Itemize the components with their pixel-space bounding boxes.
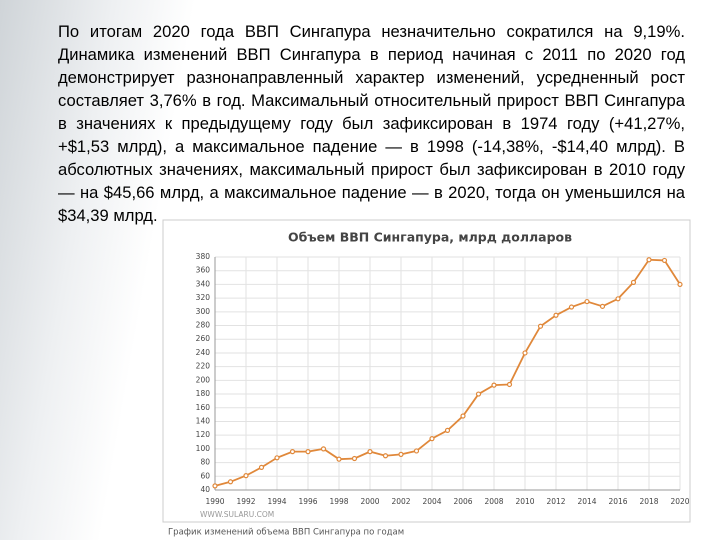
point (258, 464, 265, 470)
y-tick-label: 360 (196, 266, 211, 275)
point (537, 323, 544, 329)
x-tick-label: 2006 (453, 497, 472, 506)
point (553, 312, 559, 318)
y-tick-label: 240 (196, 348, 211, 357)
point (630, 279, 637, 285)
y-tick-label: 320 (196, 293, 211, 302)
y-tick-label: 200 (196, 375, 211, 384)
point (506, 381, 513, 388)
x-tick-label: 1996 (298, 497, 317, 506)
y-tick-label: 300 (196, 307, 211, 316)
point (661, 257, 668, 264)
point (646, 257, 652, 263)
x-tick-label: 2002 (391, 497, 410, 506)
x-tick-label: 2000 (360, 497, 379, 506)
x-tick-label: 1998 (329, 497, 348, 506)
x-tick-label: 2016 (608, 497, 627, 506)
point (491, 382, 497, 388)
x-tick-label: 1994 (267, 497, 286, 506)
y-tick-label: 220 (196, 362, 211, 371)
point (320, 446, 327, 452)
x-tick-label: 2014 (577, 497, 596, 506)
point (444, 427, 451, 433)
x-tick-label: 2018 (639, 497, 658, 506)
point (615, 296, 621, 302)
point (382, 453, 389, 459)
point (568, 304, 575, 310)
point (413, 448, 420, 454)
point (305, 449, 311, 455)
y-tick-label: 340 (196, 279, 211, 288)
x-tick-label: 1992 (236, 497, 255, 506)
point (274, 455, 280, 461)
point (336, 456, 342, 462)
y-tick-label: 60 (200, 471, 210, 480)
point (289, 449, 296, 455)
point (243, 473, 249, 479)
x-tick-label: 2020 (670, 497, 689, 506)
x-tick-label: 2012 (546, 497, 565, 506)
x-tick-label: 2010 (515, 497, 534, 506)
point (212, 483, 218, 489)
point (398, 451, 404, 457)
chart-title: Объем ВВП Сингапура, млрд долларов (288, 230, 572, 245)
y-tick-label: 160 (196, 403, 211, 412)
y-tick-label: 80 (200, 458, 210, 467)
y-tick-label: 140 (196, 416, 211, 425)
point (584, 298, 590, 305)
point (522, 350, 528, 356)
y-tick-label: 180 (196, 389, 211, 398)
x-tick-label: 2008 (484, 497, 503, 506)
point (367, 449, 373, 455)
point (429, 436, 435, 442)
x-tick-label: 2004 (422, 497, 441, 506)
y-tick-label: 100 (196, 444, 211, 453)
y-tick-label: 40 (200, 485, 210, 494)
y-tick-label: 280 (196, 321, 211, 330)
caption: График изменений объема ВВП Сингапура по… (168, 528, 404, 538)
y-tick-label: 260 (196, 334, 211, 343)
point (475, 391, 482, 397)
y-tick-label: 120 (196, 430, 211, 439)
point (677, 281, 683, 288)
x-tick-label: 1990 (205, 497, 224, 506)
paragraph: По итогам 2020 года ВВП Сингапура незнач… (58, 22, 685, 225)
y-tick-label: 380 (196, 252, 211, 261)
point (599, 303, 606, 309)
point (460, 413, 466, 419)
watermark: WWW.SULARU.COM (200, 510, 274, 519)
point (351, 455, 358, 462)
point (227, 479, 234, 485)
